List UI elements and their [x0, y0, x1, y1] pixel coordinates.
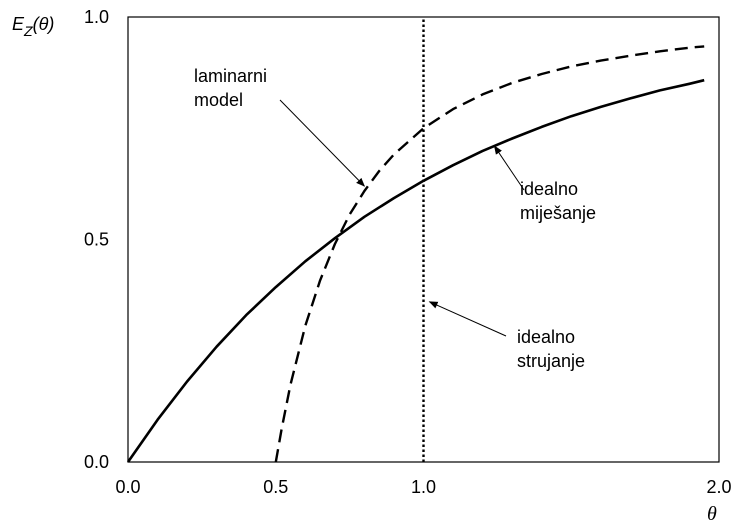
series-layer [126, 17, 705, 463]
x-axis-label: θ [707, 503, 717, 525]
y-tick-label-1: 0.5 [84, 230, 109, 250]
y-tick-label-2: 1.0 [84, 7, 109, 27]
y-axis-label: EZ(θ) [12, 14, 54, 39]
x-tick-label-2: 1.0 [411, 477, 436, 497]
annotation-arrow-1 [493, 145, 525, 191]
annotation-2-line-0: idealno [517, 327, 575, 347]
annotation-arrow-2 [428, 301, 507, 337]
series-line-dashed [274, 45, 705, 463]
annotation-0-line-1: model [194, 90, 243, 110]
x-tick-label-3: 2.0 [706, 477, 731, 497]
x-tick-labels: 0.0 0.5 1.0 2.0 [115, 477, 731, 497]
annotation-1-line-1: miješanje [520, 203, 596, 223]
annotation-2-line-1: strujanje [517, 351, 585, 371]
annotation-1-line-0: idealno [520, 179, 578, 199]
x-tick-label-0: 0.0 [115, 477, 140, 497]
annotation-arrow-0 [279, 99, 366, 187]
y-tick-labels: 0.0 0.5 1.0 [84, 7, 109, 472]
y-tick-label-0: 0.0 [84, 452, 109, 472]
annotation-layer: laminarni model idealno miješanje idealno str… [194, 66, 596, 371]
x-tick-label-1: 0.5 [263, 477, 288, 497]
series-line-solid [126, 78, 705, 463]
annotation-0-line-0: laminarni [194, 66, 267, 86]
